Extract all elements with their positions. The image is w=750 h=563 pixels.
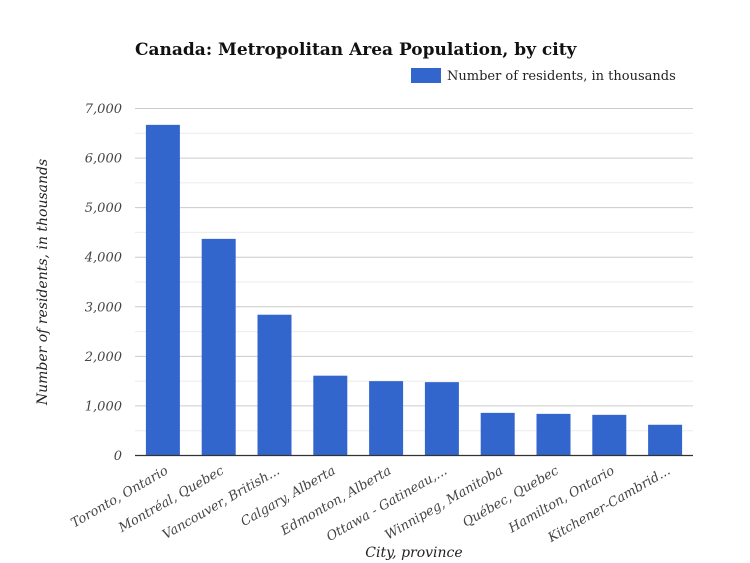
bar [145,124,180,456]
bar [369,381,404,455]
y-tick-label: 0 [114,449,122,464]
y-tick-label: 3,000 [85,300,122,315]
bar [424,382,459,455]
x-axis-label: City, province [365,545,462,561]
chart-title: Canada: Metropolitan Area Population, by… [135,40,578,60]
y-tick-label: 1,000 [85,399,122,414]
legend-swatch [411,68,441,83]
bar [536,413,571,455]
y-tick-label: 5,000 [85,201,122,216]
bar [592,414,627,455]
y-axis-label: Number of residents, in thousands [35,159,51,406]
bar [257,314,292,455]
bar [313,375,348,455]
y-tick-label: 7,000 [85,102,122,117]
y-tick-label: 2,000 [84,350,122,365]
bar [201,238,236,455]
bar [648,424,683,455]
legend-label: Number of residents, in thousands [447,69,676,84]
bar [480,412,515,455]
y-tick-label: 6,000 [85,152,122,167]
y-tick-label: 4,000 [84,251,122,266]
